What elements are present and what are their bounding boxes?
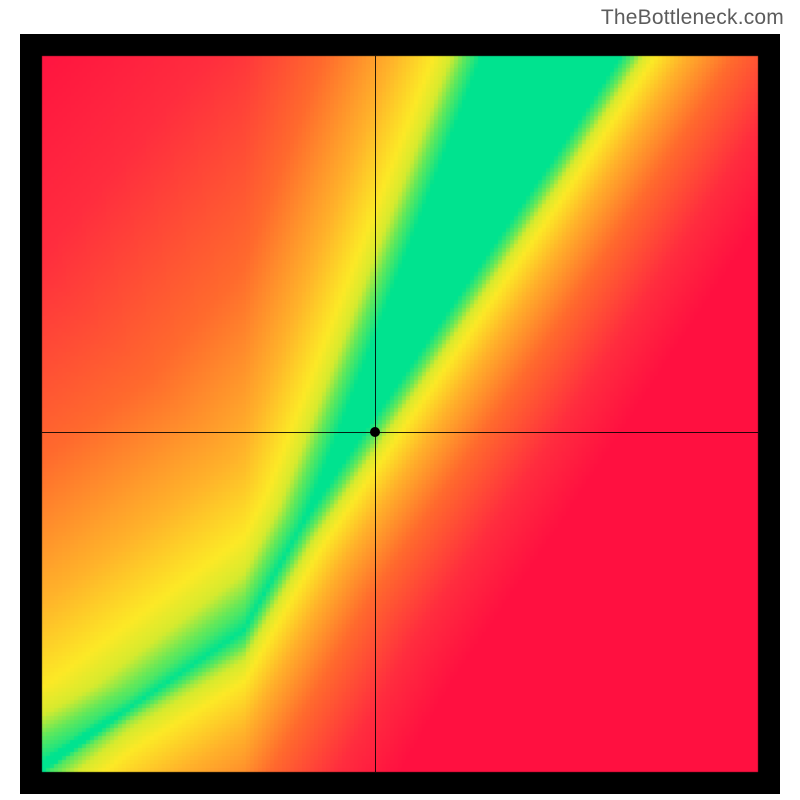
crosshair-horizontal xyxy=(42,432,758,433)
heatmap-canvas xyxy=(20,34,780,794)
watermark-text: TheBottleneck.com xyxy=(601,6,784,30)
crosshair-vertical xyxy=(375,56,376,772)
crosshair-marker xyxy=(370,427,380,437)
heatmap-plot xyxy=(20,34,780,794)
